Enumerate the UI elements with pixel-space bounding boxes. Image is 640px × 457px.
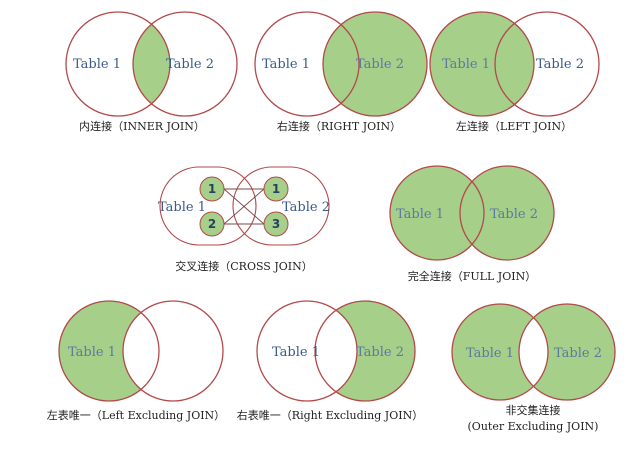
left-join-table2-circle [494,11,600,117]
right-join-table2-label: Table 2 [356,57,404,72]
cross-join-left-node-2 [199,211,225,237]
inner-join-table2-circle [132,11,238,117]
right-join-table2-circle [322,11,428,117]
right-excluding-table2-label: Table 2 [356,345,404,360]
cross-join-line-2-1 [223,188,265,225]
full-join-diagram: Table 1 Table 2 完全连接（FULL JOIN） [389,165,555,283]
right-join-table1-circle [254,11,360,117]
inner-join-table1-label: Table 1 [73,57,121,72]
full-join-table2-fill [460,166,554,260]
left-excluding-table2-circle [122,300,224,402]
cross-join-table2-box [232,166,330,246]
inner-join-intersection [133,12,170,116]
inner-join-diagram: Table 1 Table 2 内连接（INNER JOIN） [65,11,238,133]
cross-join-caption: 交叉连接（CROSS JOIN） [175,259,313,273]
cross-join-left-node-1 [199,176,225,202]
cross-join-table1-label: Table 1 [158,200,206,215]
left-excluding-table1-label: Table 1 [68,345,116,360]
full-join-table1-circle [389,165,485,261]
outer-excluding-table2-label: Table 2 [554,346,602,361]
left-join-table1-label: Table 1 [442,57,490,72]
outer-excluding-table2-circle [518,303,616,401]
cross-join-right-num-1: 1 [272,182,280,196]
cross-join-left-num-1: 1 [208,182,216,196]
full-join-table1-fill [390,166,484,260]
outer-excluding-caption-line1: 非交集连接 [506,403,561,417]
right-excluding-table1-label: Table 1 [272,345,320,360]
full-join-table1-label: Table 1 [396,207,444,222]
cross-join-table1-box [159,166,257,246]
left-join-table2-label: Table 2 [536,57,584,72]
full-join-table2-circle [459,165,555,261]
outer-excluding-join-diagram: Table 1 Table 2 非交集连接 (Outer Excluding J… [451,303,616,433]
full-join-table2-label: Table 2 [490,207,538,222]
right-join-table1-label: Table 1 [262,57,310,72]
right-join-table2-fill [323,12,427,116]
left-excluding-table1-circle [58,300,160,402]
inner-join-table1-circle [65,11,171,117]
outer-excluding-table1-fill [452,304,548,400]
left-excluding-caption: 左表唯一（Left Excluding JOIN） [47,408,225,422]
right-join-caption: 右连接（RIGHT JOIN） [277,119,401,133]
cross-join-table2-label: Table 2 [282,200,330,215]
right-join-diagram: Table 1 Table 2 右连接（RIGHT JOIN） [254,11,428,133]
right-excluding-join-diagram: Table 1 Table 2 右表唯一（Right Excluding JOI… [237,300,423,422]
inner-join-caption: 内连接（INNER JOIN） [79,119,205,133]
outer-excluding-table1-label: Table 1 [466,346,514,361]
left-excluding-table1-only-fill [59,301,159,401]
left-join-diagram: Table 1 Table 2 左连接（LEFT JOIN） [429,11,600,133]
cross-join-right-num-3: 3 [272,217,280,231]
cross-join-left-num-2: 2 [208,217,216,231]
outer-excluding-table2-fill [519,304,615,400]
left-join-table1-fill [430,12,534,116]
inner-join-table2-label: Table 2 [166,57,214,72]
left-join-table1-circle [429,11,535,117]
right-excluding-caption: 右表唯一（Right Excluding JOIN） [237,408,423,422]
outer-excluding-caption-line2: (Outer Excluding JOIN) [468,420,599,433]
right-excluding-table2-circle [314,300,416,402]
cross-join-right-node-3 [263,211,289,237]
left-excluding-join-diagram: Table 1 左表唯一（Left Excluding JOIN） [47,300,225,422]
right-excluding-table1-mask [257,301,357,401]
right-excluding-table1-circle [256,300,358,402]
left-join-caption: 左连接（LEFT JOIN） [456,120,572,133]
outer-excluding-table1-circle [451,303,549,401]
cross-join-right-node-1 [263,176,289,202]
cross-join-diagram: 1 2 1 3 Table 1 Table 2 交叉连接（CROSS JOIN） [158,166,330,273]
full-join-caption: 完全连接（FULL JOIN） [408,269,536,283]
